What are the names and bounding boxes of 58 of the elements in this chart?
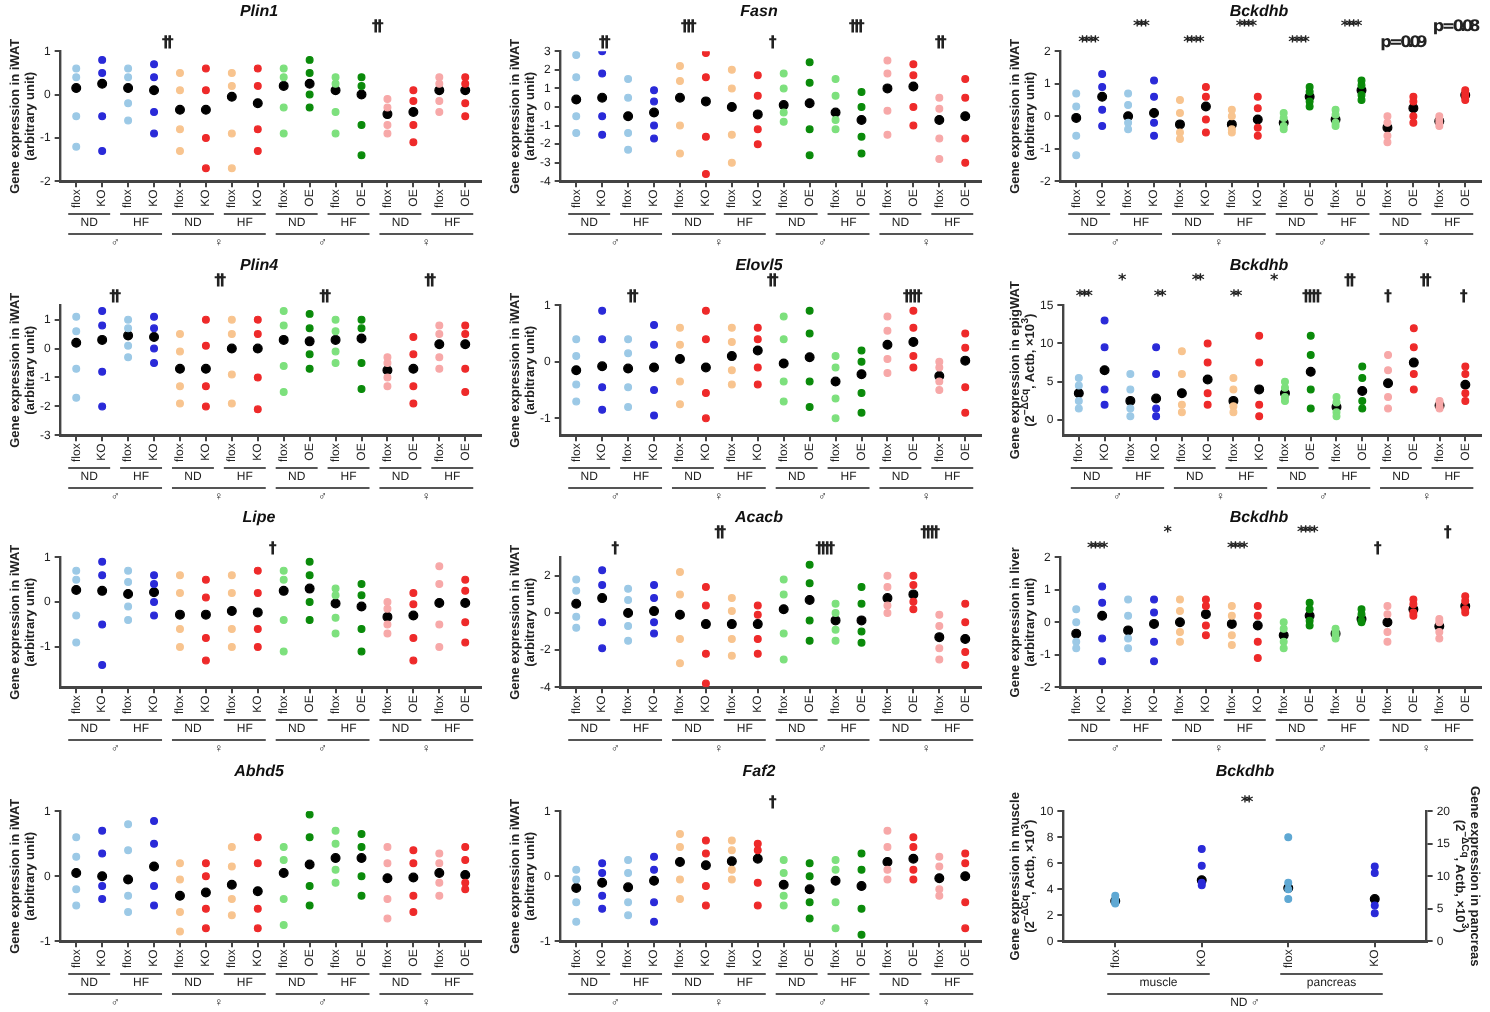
chart-title: Plin4 [239,255,280,274]
text: * [1163,523,1174,542]
text: * [1118,270,1129,289]
chart-title: Bckdhb [1229,508,1289,527]
chart-title: Faf2 [742,761,777,780]
annotation: †††† [815,539,836,558]
text: †† [1419,270,1432,289]
annotation: †† [626,286,639,305]
annotation: † [768,792,777,811]
text: p = 0.08 [1432,17,1482,36]
annotation: ** [1153,286,1169,305]
annotation: †††† [1302,286,1323,305]
annotation: **** [1226,539,1251,558]
annotation: †† [161,33,174,52]
text: **** [1235,17,1259,36]
annotation: † [1459,286,1468,305]
text: ††† [848,17,865,36]
text: †† [424,270,437,289]
annotation: † [1373,539,1382,558]
text: **** [1340,17,1364,36]
text: † [1443,523,1452,542]
annotation: **** [1078,33,1102,52]
annotation: †† [934,33,947,52]
annotation: p = 0.09 [1380,33,1429,52]
annotation: † [268,539,277,558]
text: †† [319,286,332,305]
chart-title: Bckdhb [1229,255,1289,274]
chart-title: Fasn [740,2,778,21]
text: †† [766,270,779,289]
annotation: † [1383,286,1392,305]
annotation: †† [598,33,611,52]
annotation: ** [1240,792,1255,811]
text: †† [1343,270,1356,289]
annotation: **** [1086,539,1111,558]
chart-title: Bckdhb [1215,761,1275,780]
text: *** [1132,17,1152,36]
chart-title: Plin1 [239,2,280,21]
chart-title: Elovl5 [735,255,784,274]
annotation: *** [1075,286,1095,305]
text: **** [1297,523,1321,542]
text: †††† [920,523,941,542]
text: †† [214,270,227,289]
text: ** [1191,270,1207,289]
text: ††† [680,17,697,36]
chart-title: Bckdhb [1229,2,1289,21]
annotation: †††† [902,286,923,305]
text: †† [714,523,727,542]
chart-title: Abhd5 [232,761,285,780]
chart-title: Acacb [732,508,784,527]
annotation: ** [1229,286,1245,305]
text: †† [371,17,384,36]
annotation: † [611,539,620,558]
text: †† [109,286,122,305]
annotation: † [768,33,777,52]
text: * [1269,270,1280,289]
annotation: **** [1183,33,1207,52]
annotation: **** [1288,33,1312,52]
chart-title: Lipe [242,508,277,527]
